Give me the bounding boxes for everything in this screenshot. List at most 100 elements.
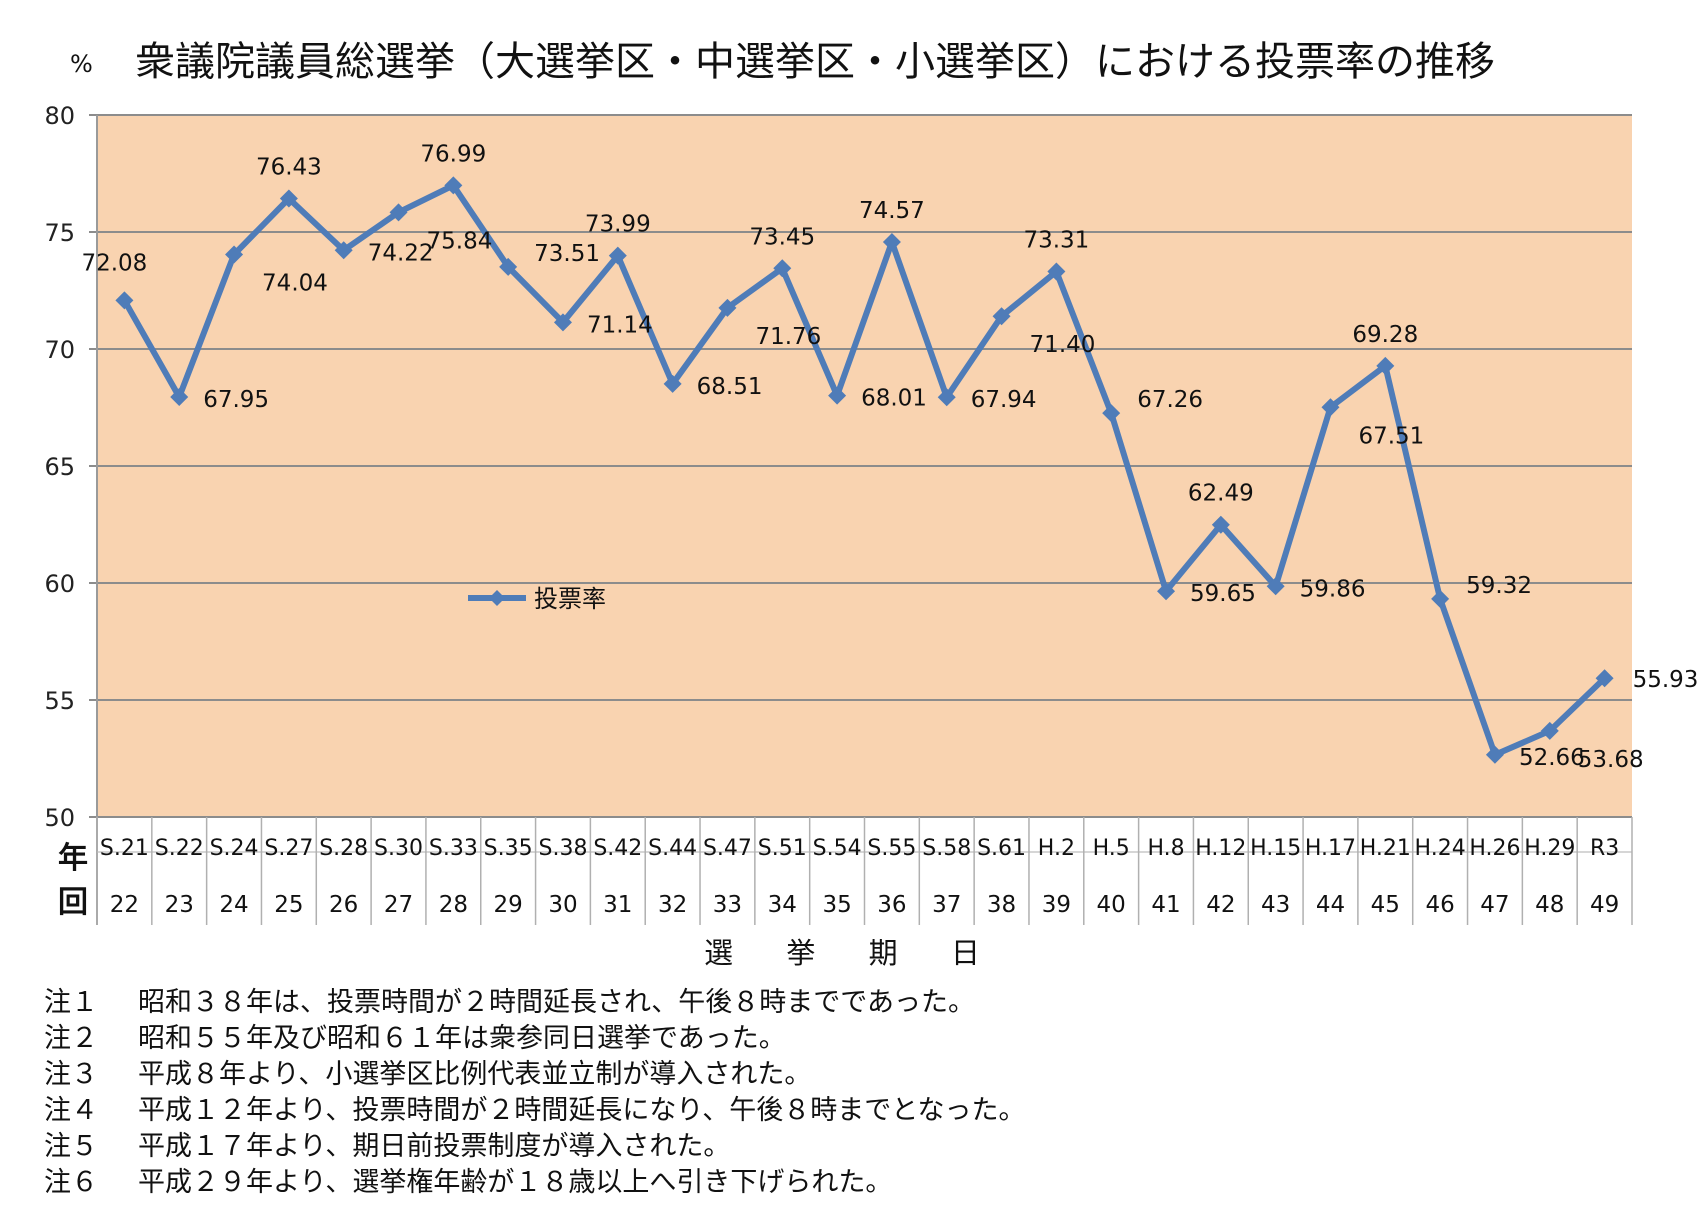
session-label: 47 <box>1480 892 1509 918</box>
data-point <box>1211 515 1230 534</box>
data-label: 59.32 <box>1466 573 1532 599</box>
data-label: 68.01 <box>861 386 927 412</box>
data-label: 73.99 <box>585 212 651 238</box>
note-label: 注１ <box>44 987 98 1018</box>
data-point <box>882 233 901 252</box>
data-label: 74.22 <box>368 240 434 266</box>
data-point <box>1485 745 1504 764</box>
x-tick-label: H.21 <box>1360 836 1411 861</box>
data-label: 67.51 <box>1358 423 1424 449</box>
data-label: 71.14 <box>587 312 653 338</box>
session-label: 43 <box>1261 892 1290 918</box>
data-point <box>1157 582 1176 601</box>
data-point <box>334 241 353 260</box>
y-tick-label: 75 <box>44 219 75 247</box>
session-label: 32 <box>658 892 687 918</box>
note-6: 注６ 平成２９年より、選挙権年齢が１８歳以上へ引き下げられた。 <box>44 1165 1684 1201</box>
data-label: 52.66 <box>1519 745 1585 771</box>
data-label: 75.84 <box>427 228 493 254</box>
x-tick-label: S.24 <box>210 836 259 861</box>
data-point <box>553 313 572 332</box>
session-label: 46 <box>1425 892 1454 918</box>
x-tick-label: H.2 <box>1038 836 1075 861</box>
data-point <box>444 176 463 195</box>
note-text: 平成２９年より、選挙権年齢が１８歳以上へ引き下げられた。 <box>138 1167 893 1198</box>
data-point <box>992 307 1011 326</box>
x-tick-label: S.55 <box>867 836 916 861</box>
y-tick-label: 50 <box>44 804 75 832</box>
x-axis-title: 選 挙 期 日 <box>704 936 1002 970</box>
session-label: 29 <box>494 892 523 918</box>
x-tick-label: S.22 <box>155 836 204 861</box>
data-label: 76.43 <box>256 155 322 181</box>
session-label: 44 <box>1316 892 1345 918</box>
data-point <box>1321 398 1340 417</box>
x-tick-label: H.8 <box>1147 836 1184 861</box>
x-tick-label: H.15 <box>1250 836 1301 861</box>
note-text: 平成８年より、小選挙区比例代表並立制が導入された。 <box>138 1059 812 1090</box>
note-label: 注４ <box>44 1095 98 1126</box>
session-label: 45 <box>1371 892 1400 918</box>
note-text: 平成１２年より、投票時間が２時間延長になり、午後８時までとなった。 <box>138 1095 1026 1126</box>
note-1: 注１ 昭和３８年は、投票時間が２時間延長され、午後８時までであった。 <box>44 985 1684 1021</box>
note-4: 注４ 平成１２年より、投票時間が２時間延長になり、午後８時までとなった。 <box>44 1093 1684 1129</box>
data-label: 67.26 <box>1137 387 1203 413</box>
data-label: 71.76 <box>755 324 821 350</box>
data-label: 73.31 <box>1023 228 1089 254</box>
session-label: 48 <box>1535 892 1564 918</box>
data-label: 55.93 <box>1633 667 1699 693</box>
y-unit-label: % <box>70 50 93 78</box>
session-label: 24 <box>219 892 248 918</box>
data-label: 76.99 <box>420 141 486 167</box>
x-tick-label: H.26 <box>1469 836 1520 861</box>
x-tick-label: S.61 <box>977 836 1026 861</box>
note-label: 注５ <box>44 1131 98 1162</box>
data-point <box>499 257 518 276</box>
data-label: 59.65 <box>1190 581 1256 607</box>
x-tick-label: S.58 <box>922 836 971 861</box>
series-line <box>121 182 1607 758</box>
data-label: 71.40 <box>1030 332 1096 358</box>
session-label: 42 <box>1206 892 1235 918</box>
data-label: 62.49 <box>1188 481 1254 507</box>
session-label: 31 <box>603 892 632 918</box>
session-label: 35 <box>822 892 851 918</box>
session-label: 23 <box>165 892 194 918</box>
note-label: 注６ <box>44 1167 98 1198</box>
data-point <box>225 245 244 264</box>
data-label: 73.45 <box>749 224 815 250</box>
session-label: 22 <box>110 892 139 918</box>
data-point <box>663 374 682 393</box>
session-label: 40 <box>1097 892 1126 918</box>
x-tick-label: H.29 <box>1524 836 1575 861</box>
data-label: 74.57 <box>859 198 925 224</box>
y-tick-label: 65 <box>44 453 75 481</box>
data-label: 67.95 <box>203 387 269 413</box>
session-label: 39 <box>1042 892 1071 918</box>
data-point <box>773 259 792 278</box>
chart-title: 衆議院議員総選挙（大選挙区・中選挙区・小選挙区）における投票率の推移 <box>135 39 1495 85</box>
session-label: 28 <box>439 892 468 918</box>
x-tick-label: R3 <box>1590 836 1619 861</box>
note-label: 注２ <box>44 1023 98 1054</box>
x-tick-label: S.30 <box>374 836 423 861</box>
data-point <box>115 291 134 310</box>
session-label: 34 <box>768 892 797 918</box>
data-label: 73.51 <box>534 241 600 267</box>
legend-label: 投票率 <box>534 585 606 613</box>
data-point <box>718 298 737 317</box>
data-point <box>1431 589 1450 608</box>
x-tick-label: S.47 <box>703 836 752 861</box>
session-label: 49 <box>1590 892 1619 918</box>
x-tick-label: S.38 <box>539 836 588 861</box>
data-point <box>828 386 847 405</box>
x-tick-label: S.35 <box>484 836 533 861</box>
x-tick-label: S.28 <box>319 836 368 861</box>
x-tick-label: S.54 <box>813 836 862 861</box>
session-label: 37 <box>932 892 961 918</box>
x-tick-label: S.21 <box>100 836 149 861</box>
row-label-session: 回 <box>58 885 88 920</box>
note-3: 注３ 平成８年より、小選挙区比例代表並立制が導入された。 <box>44 1057 1684 1093</box>
data-point <box>1102 404 1121 423</box>
row-label-year: 年 <box>58 841 88 876</box>
